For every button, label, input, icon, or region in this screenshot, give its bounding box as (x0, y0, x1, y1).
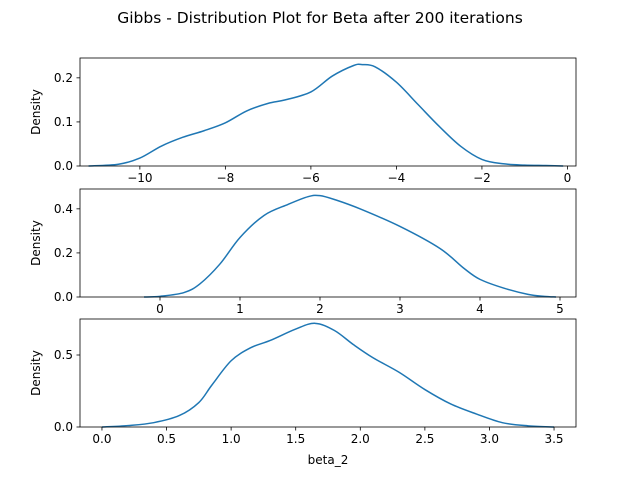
subplot-1: −10 −8 −6 −4 −2 0 0.0 0.1 0.2 Density (29, 57, 577, 185)
x-tick-label: 1.0 (222, 432, 241, 446)
y-axis-label: Density (29, 89, 43, 135)
x-tick-label: 3.0 (480, 432, 499, 446)
x-tick-label: −10 (127, 171, 152, 185)
figure-title: Gibbs - Distribution Plot for Beta after… (117, 9, 523, 27)
axes-frame (79, 188, 577, 298)
subplot-2: 0 1 2 3 4 5 0.0 0.2 0.4 Density (29, 188, 577, 316)
y-axis-label: Density (29, 220, 43, 266)
x-tick-label: −2 (473, 171, 491, 185)
x-tick-label: 5 (556, 302, 564, 316)
y-tick-label: 0.0 (54, 290, 73, 304)
x-tick-label: 1.5 (286, 432, 305, 446)
y-tick-label: 0.2 (54, 71, 73, 85)
density-line-1 (88, 63, 564, 167)
x-tick-label: 2.0 (351, 432, 370, 446)
y-tick-label: 0.2 (54, 246, 73, 260)
density-line-3 (101, 322, 555, 428)
x-tick-label: −6 (302, 171, 320, 185)
x-tick-label: 0.0 (92, 432, 111, 446)
y-tick-label: 0.0 (54, 420, 73, 434)
x-axis-label: beta_2 (308, 453, 349, 467)
y-tick-label: 0.5 (54, 348, 73, 362)
x-tick-label: −4 (388, 171, 406, 185)
x-tick-label: 3 (396, 302, 404, 316)
axes-frame (79, 57, 577, 167)
x-tick-label: −8 (217, 171, 235, 185)
y-tick-label: 0.0 (54, 159, 73, 173)
axes-frame (79, 318, 577, 428)
x-tick-label: 0 (564, 171, 572, 185)
x-tick-label: 1 (236, 302, 244, 316)
x-tick-label: 3.5 (544, 432, 563, 446)
y-axis-label: Density (29, 350, 43, 396)
subplots-container: −10 −8 −6 −4 −2 0 0.0 0.1 0.2 Density 0 1 2 3 4 5 0.0 0.2… (29, 57, 577, 467)
subplot-3: 0.0 0.5 1.0 1.5 2.0 2.5 3.0 3.5 0.0 0.5 Density bet… (29, 318, 577, 467)
x-tick-label: 0.5 (157, 432, 176, 446)
x-tick-label: 2 (316, 302, 324, 316)
x-tick-label: 0 (156, 302, 164, 316)
y-tick-label: 0.1 (54, 115, 73, 129)
y-tick-label: 0.4 (54, 202, 73, 216)
x-tick-label: 2.5 (415, 432, 434, 446)
density-line-2 (143, 194, 557, 298)
x-tick-label: 4 (476, 302, 484, 316)
